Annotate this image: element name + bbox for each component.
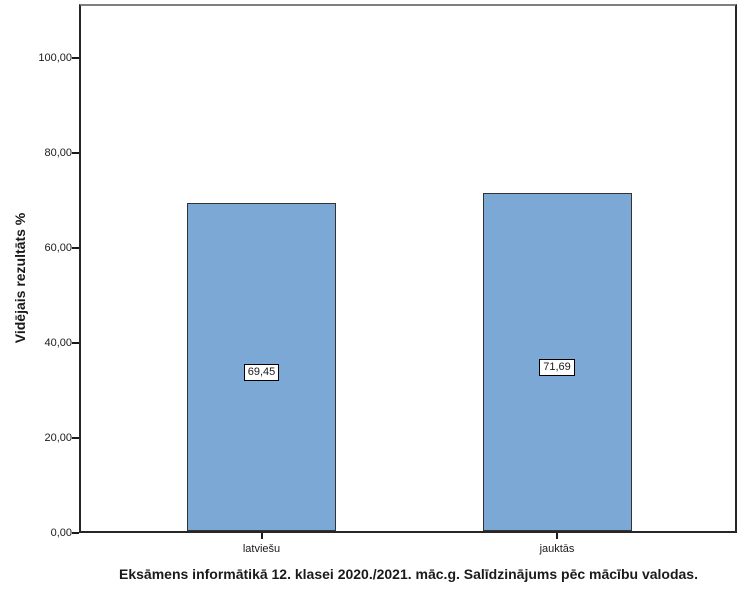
chart-title: Eksāmens informātikā 12. klasei 2020./20… [119,566,698,582]
bar-value-text: 71,69 [539,358,575,376]
x-tick-mark [556,533,558,539]
y-tick-label: 80,00 [44,147,72,160]
y-axis-title: Vidējais rezultāts % [12,212,28,344]
y-tick-mark [72,247,79,250]
y-tick-mark [72,437,79,440]
x-tick-label: jauktās [539,543,575,555]
y-tick-mark [72,152,79,155]
y-tick-label: 100,00 [38,52,72,65]
y-tick-label: 0,00 [50,527,72,539]
plot-area [79,4,737,533]
bar-value-label: 71,69 [517,357,597,376]
x-tick-label: latviešu [242,543,281,555]
y-tick-label: 60,00 [44,242,72,255]
y-tick-mark [72,342,79,345]
bar-value-label: 69,45 [222,362,302,382]
bar-value-text: 69,45 [243,364,280,382]
y-tick-mark [72,532,79,534]
y-tick-mark [72,57,79,60]
y-tick-label: 20,00 [44,432,72,445]
x-tick-mark [260,533,263,539]
y-tick-label: 40,00 [44,337,72,350]
